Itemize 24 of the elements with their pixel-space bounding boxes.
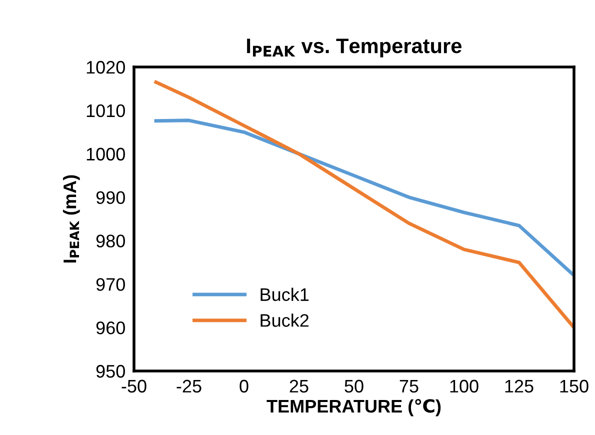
chart-title: I$_{PEAK}$ vs. Temperature — [247, 38, 462, 58]
x-tick-label: 50 — [344, 380, 364, 393]
x-tick-label: 0 — [240, 380, 248, 393]
y-tick-label: 970 — [96, 278, 125, 291]
x-tick-label: 125 — [505, 380, 534, 393]
x-tick-label: -50 — [122, 380, 146, 393]
x-axis-title: TEMPERATURE (℃) — [266, 398, 441, 416]
legend-label: Buck2 — [260, 314, 309, 327]
y-tick-label: 990 — [96, 191, 125, 204]
y-tick-label: 980 — [96, 234, 125, 248]
y-axis-title: I$_{PEAK}$ (mA) — [62, 175, 80, 262]
line-series — [154, 118, 574, 278]
x-tick-label: 25 — [290, 380, 308, 393]
y-tick-label: 1000 — [86, 148, 125, 161]
x-tick-label: 150 — [560, 380, 588, 393]
y-tick-label: 960 — [96, 322, 125, 334]
y-tick-label: 950 — [96, 364, 125, 378]
x-tick-label: -25 — [176, 380, 202, 393]
y-tick-label: 1020 — [86, 60, 125, 74]
x-tick-label: 100 — [450, 380, 478, 393]
legend-label: Buck1 — [260, 288, 309, 301]
line-series — [154, 80, 574, 330]
x-tick-label: 75 — [400, 380, 418, 393]
y-tick-label: 1010 — [86, 104, 125, 118]
